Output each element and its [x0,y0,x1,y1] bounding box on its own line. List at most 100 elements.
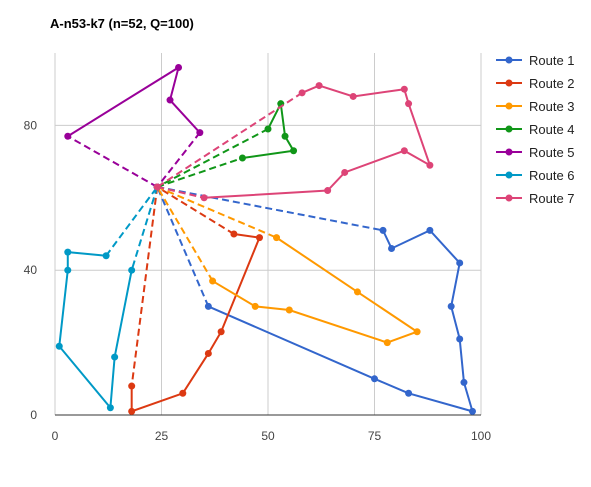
route-7-point [405,100,413,108]
legend-label: Route 1 [529,53,575,68]
route-7-point [426,161,434,169]
route-5-point [175,63,183,71]
legend-item-route-5[interactable]: Route 5 [496,145,575,160]
legend-item-route-7[interactable]: Route 7 [496,191,575,206]
legend-item-route-4[interactable]: Route 4 [496,122,575,137]
route-6-point [128,266,136,274]
legend-swatch-marker [505,102,513,110]
route-5-depot-out-line [67,135,158,188]
route-7-point [400,85,408,93]
route-3-depot-return-line [156,186,214,282]
route-5-depot-return-line [156,132,201,188]
route-1-line [207,229,474,413]
route-3-point [413,328,421,336]
route-7-point [341,168,349,176]
route-7-depot-return-line [156,91,303,188]
route-7-point [315,82,323,90]
route-4-depot-return-line [156,128,269,188]
route-2-point [204,349,212,357]
route-1-point [379,226,387,234]
route-7-point [153,183,161,191]
legend-swatch-marker [505,148,513,156]
route-1-point [426,226,434,234]
route-2-point [217,328,225,336]
route-2-depot-out-line [130,186,159,387]
route-7-depot-out-line [157,185,205,199]
legend-swatch-marker [505,56,513,64]
legend-item-route-3[interactable]: Route 3 [496,99,575,114]
legend-swatch-marker [505,79,513,87]
x-tick-label: 50 [261,429,275,443]
legend-swatch-marker [505,125,513,133]
route-7-point [324,187,332,195]
legend-label: Route 5 [529,145,575,160]
legend-item-route-1[interactable]: Route 1 [496,53,575,68]
legend-item-route-6[interactable]: Route 6 [496,168,575,183]
route-3-point [383,339,391,347]
route-3-line [212,236,420,344]
legend-label: Route 2 [529,76,575,91]
route-6-line [58,251,133,411]
route-7-point [400,147,408,155]
y-tick-label: 40 [24,263,38,277]
route-1-point [460,378,468,386]
legend: Route 1 Route 2 Route 3 Route 4 Route 5 Route… [496,53,575,206]
route-3-point [251,302,259,310]
route-3-point [285,306,293,314]
route-2-point [128,407,136,415]
route-5-line [67,65,201,138]
route-1-depot-out-line [157,185,384,232]
route-3-point [353,288,361,296]
route-3-series [153,183,421,347]
route-6-point [106,404,114,412]
legend-swatch-marker [505,171,513,179]
route-2-point [179,389,187,397]
x-tick-label: 25 [155,429,169,443]
y-tick-label: 80 [24,118,38,132]
route-6-point [111,353,119,361]
route-5-point [166,96,174,104]
axes: 0 25 50 75 100 0 40 80 [24,118,492,443]
chart-title: A-n53-k7 (n=52, Q=100) [50,16,194,31]
route-4-point [264,125,272,133]
gridlines [54,53,482,416]
route-1-point [204,302,212,310]
route-1-point [456,335,464,343]
y-tick-label: 0 [30,408,37,422]
route-2-line [130,233,261,413]
route-4-series [153,100,298,191]
x-tick-label: 0 [52,429,59,443]
legend-item-route-2[interactable]: Route 2 [496,76,575,91]
route-6-point [55,342,63,350]
route-4-point [290,147,298,155]
route-6-depot-return-line [105,186,159,257]
series-layer [55,63,476,415]
route-7-line [204,84,432,199]
route-7-series [153,82,434,202]
route-5-point [64,132,72,140]
route-6-point [64,266,72,274]
route-5-point [196,129,204,137]
x-tick-label: 100 [471,429,491,443]
route-6-point [64,248,72,256]
legend-label: Route 6 [529,168,575,183]
route-2-depot-return-line [156,186,235,235]
route-3-point [273,234,281,242]
route-5-series [64,63,204,191]
route-1-point [388,244,396,252]
route-1-point [447,302,455,310]
route-6-depot-out-line [130,186,159,271]
legend-swatch-marker [505,194,513,202]
route-7-point [298,89,306,97]
route-2-point [230,230,238,238]
route-6-series [55,183,161,412]
route-6-point [102,252,110,260]
route-4-point [238,154,246,162]
route-4-depot-out-line [156,157,243,188]
route-7-point [349,92,357,100]
x-tick-label: 75 [368,429,382,443]
route-2-point [128,382,136,390]
legend-label: Route 7 [529,191,575,206]
legend-label: Route 4 [529,122,575,137]
